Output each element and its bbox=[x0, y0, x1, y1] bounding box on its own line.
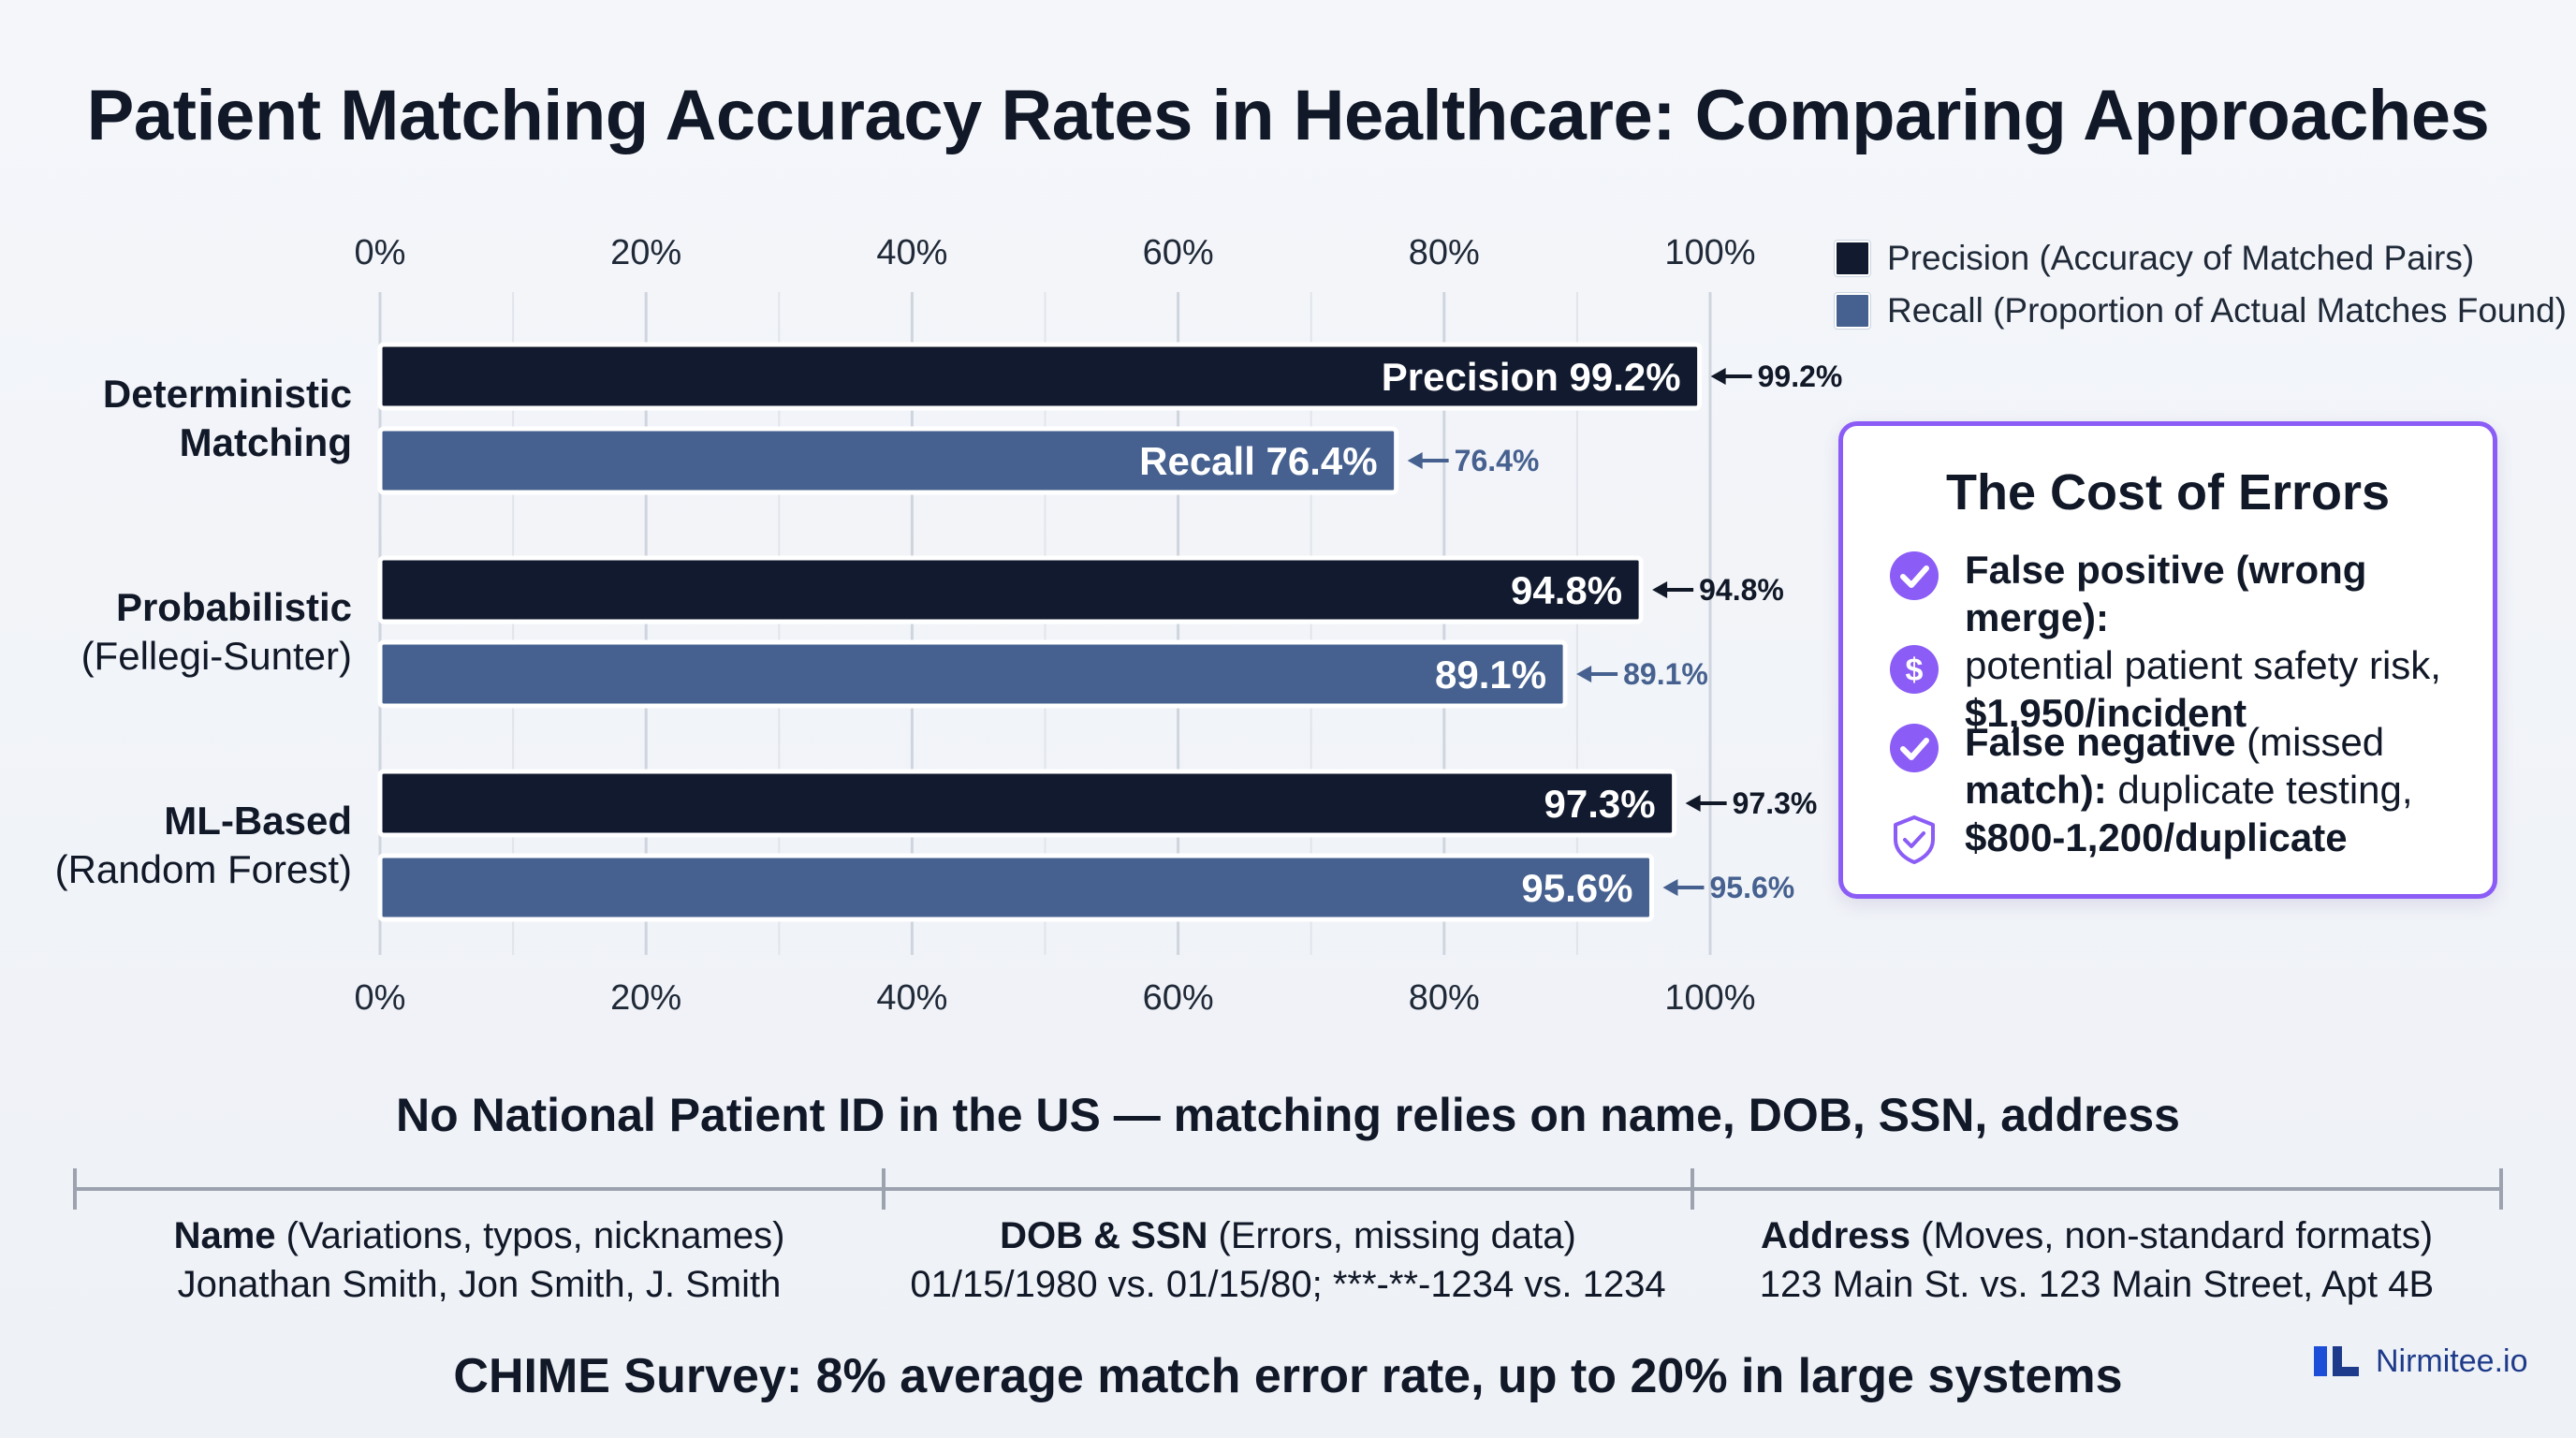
brand-logo: Nirmitee.io bbox=[2314, 1343, 2527, 1380]
timeline-rule bbox=[73, 1168, 2503, 1210]
legend-item-recall: Recall (Proportion of Actual Matches Fou… bbox=[1835, 285, 2567, 337]
false-negative-cost: $800-1,200/duplicate bbox=[1965, 815, 2348, 859]
field-address-desc: (Moves, non-standard formats) bbox=[1910, 1215, 2434, 1256]
callout-arrow-head bbox=[1685, 795, 1701, 812]
callout-value: 76.4% bbox=[1455, 444, 1540, 477]
bar-precision bbox=[377, 555, 1644, 624]
x-tick-label-top: 60% bbox=[1143, 233, 1214, 272]
callout-arrow-head bbox=[1662, 879, 1678, 896]
category-label-line2: (Random Forest) bbox=[55, 847, 352, 891]
false-negative-label: False negative bbox=[1965, 720, 2236, 764]
cost-of-errors-panel: The Cost of Errors $ False positive (wro… bbox=[1838, 421, 2497, 899]
false-negative-text-2: duplicate testing, bbox=[2106, 768, 2413, 812]
bar-precision bbox=[377, 342, 1703, 411]
callout-value: 94.8% bbox=[1699, 573, 1784, 607]
x-tick-label-top: 80% bbox=[1409, 233, 1480, 272]
callout-value: 99.2% bbox=[1758, 360, 1843, 393]
x-tick-label-bottom: 80% bbox=[1409, 978, 1480, 1018]
callout-arrow-head bbox=[1652, 581, 1668, 598]
category-label-line1: Probabilistic bbox=[116, 585, 352, 629]
legend-label-recall: Recall (Proportion of Actual Matches Fou… bbox=[1887, 291, 2567, 330]
field-address-label: Address bbox=[1760, 1215, 1911, 1256]
bar-data-label: 95.6% bbox=[1521, 866, 1632, 910]
bar-data-label: 94.8% bbox=[1511, 568, 1622, 612]
callout-value: 97.3% bbox=[1733, 786, 1818, 820]
false-positive-text: potential patient safety risk, bbox=[1965, 643, 2441, 687]
field-name-desc: (Variations, typos, nicknames) bbox=[275, 1215, 785, 1256]
cost-title: The Cost of Errors bbox=[1945, 464, 2391, 521]
false-positive-cost: $1,950/incident bbox=[1965, 691, 2247, 735]
false-negative-label-2: match): bbox=[1965, 768, 2107, 812]
false-negative-text-1: (missed bbox=[2235, 720, 2385, 764]
check-circle-icon bbox=[1890, 551, 1939, 600]
field-dob-ssn-label: DOB & SSN bbox=[1000, 1215, 1208, 1256]
false-positive-label: False positive (wrong merge): bbox=[1965, 548, 2367, 639]
bar-data-label: Precision 99.2% bbox=[1382, 355, 1681, 399]
category-label-line2: Matching bbox=[180, 420, 352, 464]
nirmitee-logo-icon bbox=[2314, 1346, 2359, 1376]
x-tick-label-bottom: 0% bbox=[355, 978, 406, 1018]
x-tick-label-bottom: 40% bbox=[876, 978, 947, 1018]
false-positive-item: False positive (wrong merge): potential … bbox=[1965, 546, 2489, 737]
check-circle-icon bbox=[1890, 724, 1939, 772]
brand-name: Nirmitee.io bbox=[2376, 1343, 2528, 1379]
chart-legend: Precision (Accuracy of Matched Pairs) Re… bbox=[1835, 232, 2567, 337]
category-label-line1: ML-Based bbox=[164, 799, 352, 843]
field-dob-ssn-desc: (Errors, missing data) bbox=[1208, 1215, 1576, 1256]
field-name-label: Name bbox=[173, 1215, 276, 1256]
x-tick-label-top: 0% bbox=[355, 233, 406, 272]
x-tick-label-top: 40% bbox=[876, 233, 947, 272]
bar-data-label: 97.3% bbox=[1544, 782, 1656, 826]
svg-text:$: $ bbox=[1906, 653, 1924, 688]
page-title: Patient Matching Accuracy Rates in Healt… bbox=[86, 76, 2490, 155]
callout-arrow-head bbox=[1407, 452, 1423, 469]
bar-recall bbox=[377, 853, 1654, 922]
field-dob-ssn-column: DOB & SSN (Errors, missing data) 01/15/1… bbox=[876, 1211, 1700, 1309]
x-tick-label-bottom: 60% bbox=[1143, 978, 1214, 1018]
callout-arrow-head bbox=[1576, 666, 1592, 682]
x-tick-label-top: 20% bbox=[610, 233, 681, 272]
category-label-line1: Deterministic bbox=[103, 372, 352, 416]
bar-data-label: Recall 76.4% bbox=[1139, 439, 1378, 483]
bar-precision bbox=[377, 769, 1677, 838]
false-negative-item: False negative (missed match): duplicate… bbox=[1965, 718, 2489, 861]
category-label-line2: (Fellegi-Sunter) bbox=[81, 634, 352, 678]
x-tick-label-bottom: 100% bbox=[1664, 978, 1755, 1018]
legend-swatch-recall bbox=[1835, 293, 1870, 329]
callout-value: 95.6% bbox=[1709, 871, 1794, 904]
legend-item-precision: Precision (Accuracy of Matched Pairs) bbox=[1835, 232, 2567, 285]
field-name-column: Name (Variations, typos, nicknames) Jona… bbox=[67, 1211, 891, 1309]
field-address-example: 123 Main St. vs. 123 Main Street, Apt 4B bbox=[1759, 1264, 2435, 1305]
field-address-column: Address (Moves, non-standard formats) 12… bbox=[1685, 1211, 2509, 1309]
legend-label-precision: Precision (Accuracy of Matched Pairs) bbox=[1887, 239, 2475, 277]
field-dob-ssn-example: 01/15/1980 vs. 01/15/80; ***-**-1234 vs.… bbox=[910, 1264, 1666, 1305]
dollar-circle-icon: $ bbox=[1890, 645, 1939, 694]
field-name-example: Jonathan Smith, Jon Smith, J. Smith bbox=[177, 1264, 782, 1305]
x-tick-label-bottom: 20% bbox=[610, 978, 681, 1018]
footer-note: CHIME Survey: 8% average match error rat… bbox=[453, 1349, 2123, 1403]
subheading: No National Patient ID in the US — match… bbox=[396, 1089, 2180, 1141]
bar-data-label: 89.1% bbox=[1435, 653, 1546, 697]
shield-check-icon bbox=[1894, 815, 1935, 864]
x-tick-label-top: 100% bbox=[1664, 233, 1755, 272]
legend-swatch-precision bbox=[1835, 241, 1870, 276]
callout-value: 89.1% bbox=[1623, 657, 1708, 691]
callout-arrow-head bbox=[1710, 368, 1726, 385]
bar-recall bbox=[377, 426, 1399, 495]
bar-recall bbox=[377, 639, 1568, 709]
